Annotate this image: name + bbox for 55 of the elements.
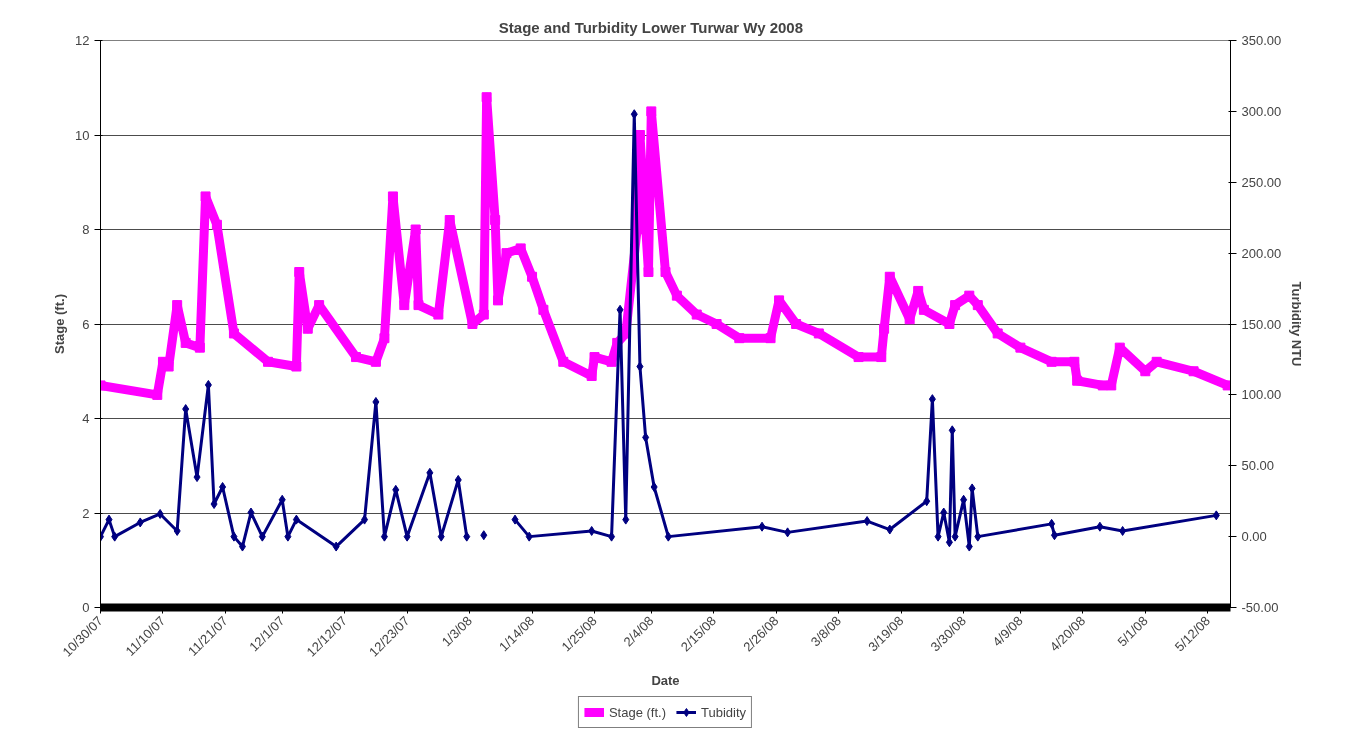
point [650,482,658,493]
point [292,514,300,525]
point [238,541,246,552]
point [463,531,471,542]
point [1050,530,1058,541]
y2-tick-label: 150.00 [1241,316,1282,332]
point [480,530,488,541]
y-tick-label: 2 [82,505,90,521]
y-tick-label: 6 [82,316,90,332]
point [608,531,616,542]
y2-tick-label: 350.00 [1241,33,1282,48]
point [642,432,650,443]
y2-tick-label: -50.00 [1241,600,1279,615]
y2-tick-label: 200.00 [1241,245,1282,261]
point [784,527,792,538]
point [616,304,624,315]
point [974,531,982,542]
point [1212,510,1220,521]
point [136,517,144,528]
point [1096,521,1104,532]
y-tick-label: 10 [75,127,90,143]
point [1119,525,1127,536]
y2-axis-title: Turbidity NTU [1289,281,1305,367]
y-tick-label: 8 [82,222,90,237]
point [156,508,164,519]
point [332,541,340,552]
point [105,514,113,525]
point [230,531,238,542]
point [525,531,533,542]
point [511,514,519,525]
point [588,525,596,536]
y-tick-label: 12 [75,33,90,48]
y-tick-label: 0 [82,600,90,615]
point [111,531,119,542]
y-axis-title: Stage (ft.) [52,294,68,354]
point [258,531,266,542]
y2-tick-label: 50.00 [1241,458,1275,474]
point [1048,518,1056,529]
point [219,482,227,493]
y2-tick-label: 250.00 [1241,174,1282,190]
y-tick-label: 4 [82,411,90,426]
y2-tick-label: 0.00 [1241,529,1267,545]
point [923,496,931,507]
point [886,524,894,535]
legend-label: Tubidity [701,704,747,720]
legend-label: Stage (ft.) [608,704,667,720]
y2-tick-label: 300.00 [1241,103,1282,119]
chart-title: Stage and Turbidity Lower Turwar Wy 2008 [498,18,804,36]
point [210,499,218,510]
point [758,521,766,532]
point [863,516,871,527]
y2-tick-label: 100.00 [1241,387,1282,403]
point [361,514,369,525]
x-axis-title: Date [651,672,680,688]
point [664,531,672,542]
